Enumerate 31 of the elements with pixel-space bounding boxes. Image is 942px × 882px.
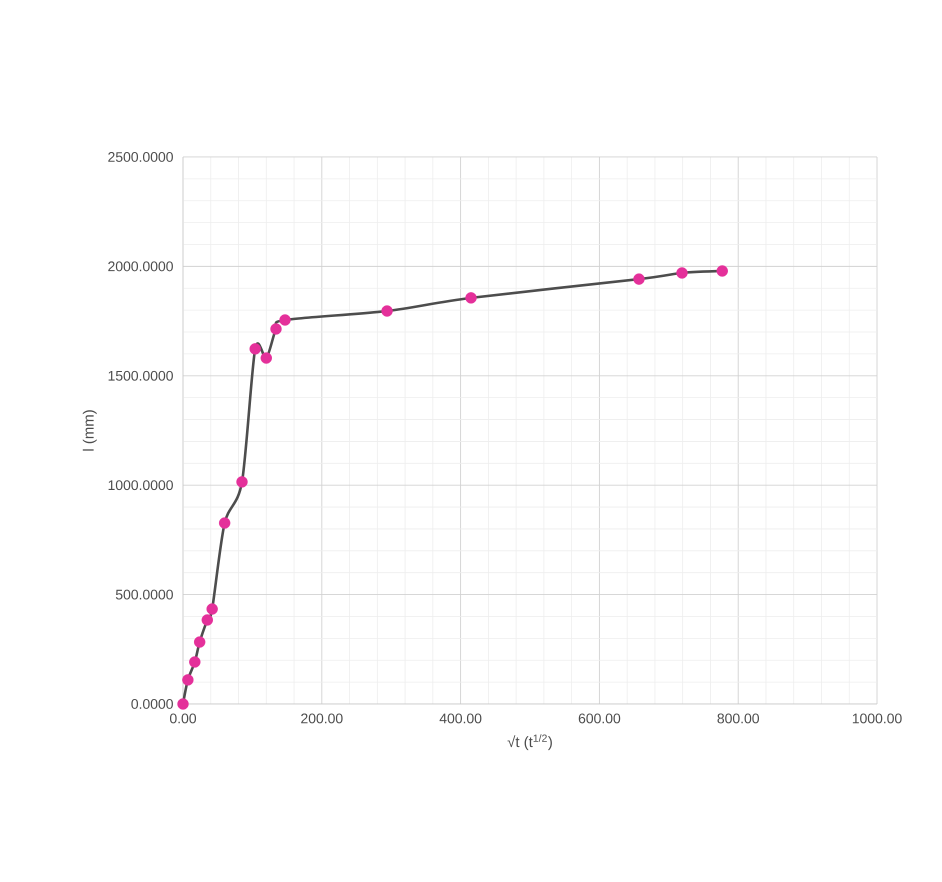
y-axis-title: l (mm) <box>82 410 97 451</box>
y-tick-label: 500.0000 <box>116 590 173 600</box>
point <box>218 517 230 529</box>
point <box>381 305 393 317</box>
point <box>279 314 291 326</box>
y-tick-label: 2000.0000 <box>108 261 173 272</box>
point <box>182 674 194 686</box>
x-tick-label: 600.00 <box>578 713 620 724</box>
point <box>177 698 189 710</box>
point <box>716 265 728 277</box>
point <box>270 323 282 335</box>
x-tick-label: 400.00 <box>440 713 482 724</box>
point <box>206 603 218 615</box>
point <box>194 636 206 648</box>
y-tick-label: 1500.0000 <box>108 370 173 381</box>
point <box>189 656 201 668</box>
x-tick-label: 1000.00 <box>852 713 902 724</box>
x-tick-label: 0.00 <box>170 713 196 724</box>
point <box>236 476 248 488</box>
point <box>676 267 688 279</box>
point <box>249 343 261 355</box>
y-tick-label: 1000.0000 <box>108 480 173 490</box>
x-tick-label: 200.00 <box>301 713 343 724</box>
point <box>633 273 645 285</box>
x-axis-title: √t (t$^{1/2}$) <box>508 734 552 750</box>
x-tick-label: 800.00 <box>717 713 759 724</box>
point <box>260 352 272 364</box>
point <box>465 292 477 304</box>
y-tick-label: 2500.0000 <box>108 152 173 162</box>
y-tick-label: 0.0000 <box>131 699 173 709</box>
point <box>202 614 213 626</box>
